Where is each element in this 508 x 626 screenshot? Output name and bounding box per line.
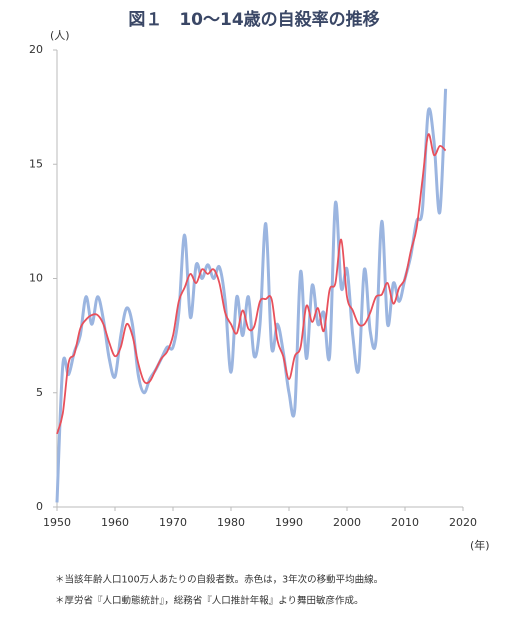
series-line <box>56 133 447 435</box>
note: ＊当該年齢人口100万人あたりの自殺者数。赤色は，3年次の移動平均曲線。 <box>55 574 383 586</box>
x-tick-label: 1950 <box>43 516 71 529</box>
x-tick-label: 1970 <box>159 516 187 529</box>
y-tick-label: 10 <box>29 272 43 285</box>
note: ＊厚労省『人口動態統計』，総務省『人口推計年報』より舞田敏彦作成。 <box>55 595 364 607</box>
x-tick-label: 1960 <box>101 516 129 529</box>
y-tick-label: 5 <box>36 386 43 399</box>
chart-title: 図１ 10〜14歳の自殺率の推移 <box>128 9 379 30</box>
x-tick-label: 2000 <box>333 516 361 529</box>
y-tick-label: 15 <box>29 157 43 170</box>
y-axis-label: (人) <box>50 29 70 42</box>
series-line <box>55 88 448 503</box>
y-tick-label: 20 <box>29 43 43 56</box>
x-tick-label: 2010 <box>391 516 419 529</box>
y-tick-label: 0 <box>36 500 43 513</box>
x-tick-label: 2020 <box>449 516 477 529</box>
x-tick-label: 1980 <box>217 516 245 529</box>
x-tick-label: 1990 <box>275 516 303 529</box>
x-axis-label: (年) <box>470 538 490 552</box>
